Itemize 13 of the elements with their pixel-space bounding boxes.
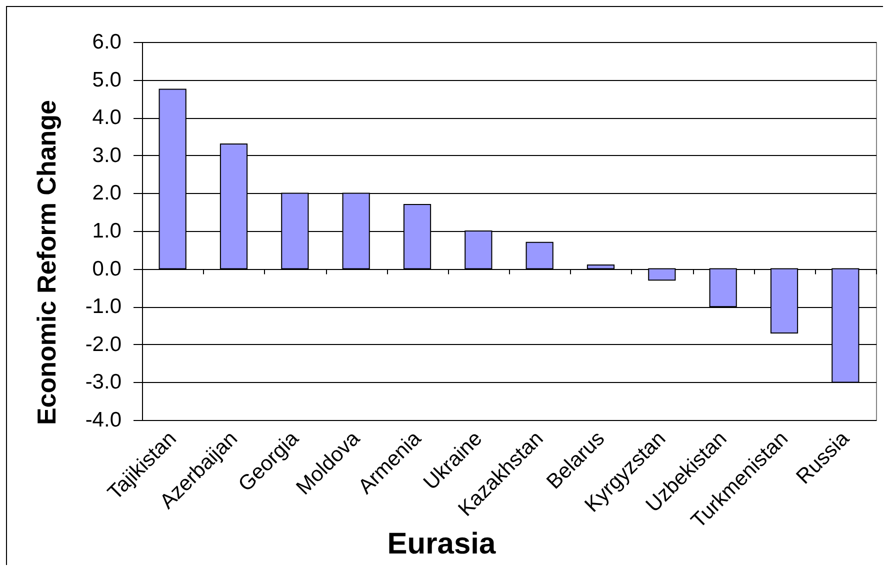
y-tick-label: -1.0	[85, 295, 122, 318]
y-tick-label: 3.0	[92, 144, 122, 167]
y-tick-label: 1.0	[92, 220, 122, 242]
x-axis-title: Eurasia	[387, 528, 496, 560]
y-tick-label: 0.0	[92, 257, 122, 280]
y-tick-label: -2.0	[85, 332, 122, 356]
y-tick-label: 2.0	[92, 182, 122, 205]
y-tick-label: 4.0	[92, 106, 122, 130]
y-axis-title: Economic Reform Change	[32, 100, 62, 426]
y-tick-label: -3.0	[85, 370, 122, 394]
y-tick-label: -4.0	[85, 408, 122, 432]
y-tick-label: 5.0	[92, 68, 122, 92]
y-tick-label: 6.0	[92, 30, 122, 54]
